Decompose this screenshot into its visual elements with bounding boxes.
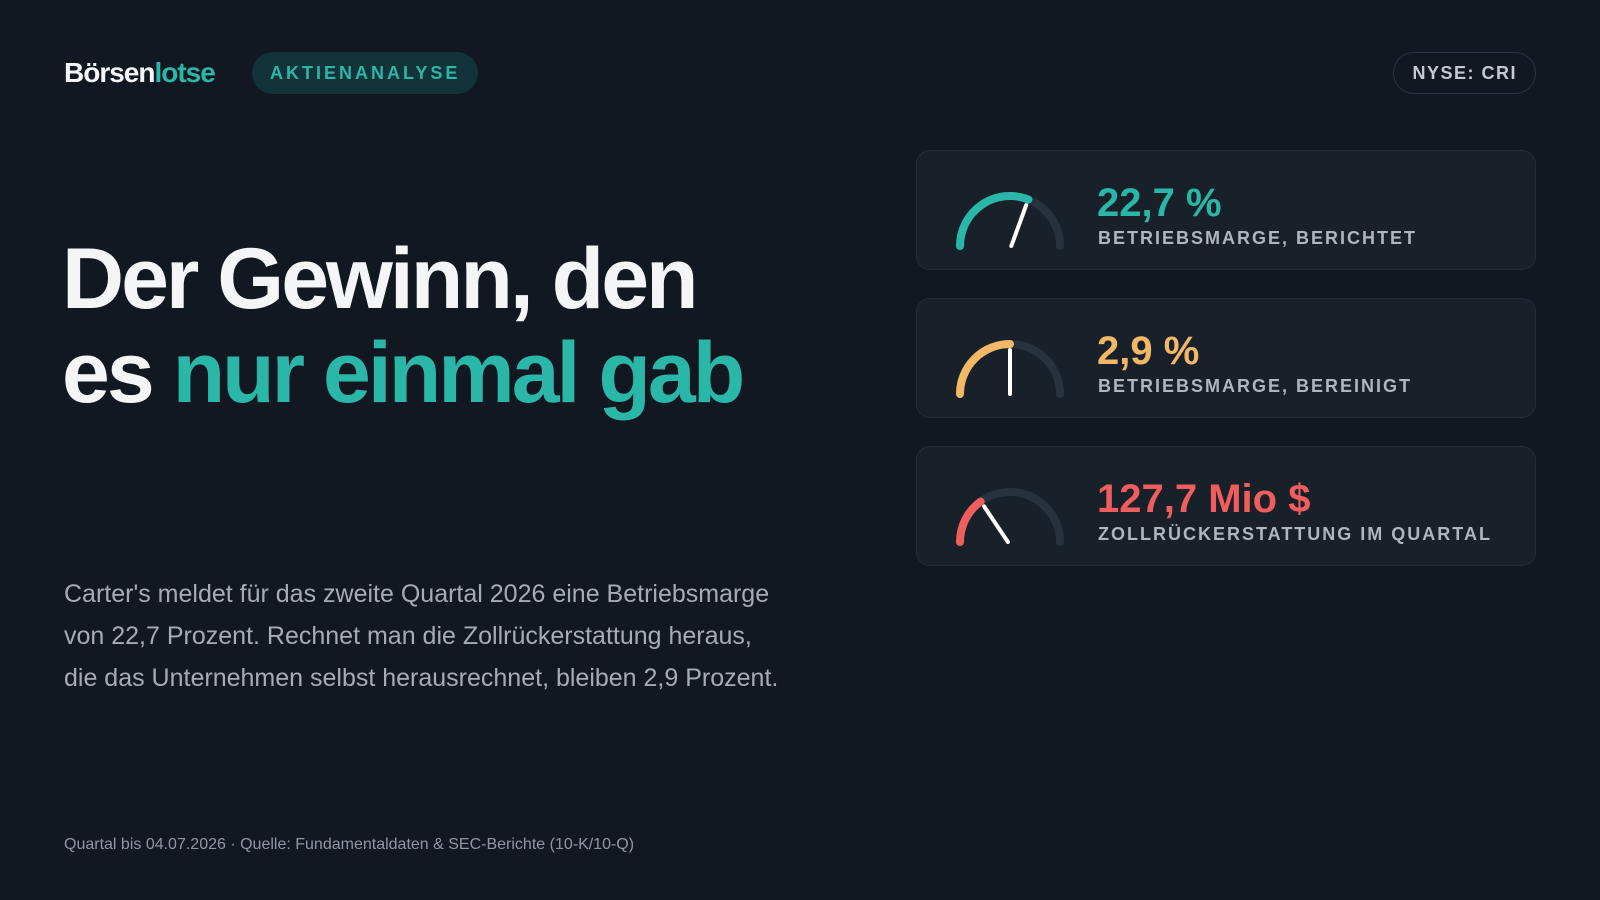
category-tag: AKTIENANALYSE: [252, 52, 479, 94]
metric-value: 127,7 Mio $: [1097, 477, 1311, 521]
metric-value: 22,7 %: [1097, 181, 1222, 225]
brand-name-part1: Börsen: [64, 57, 155, 88]
gauge-fill: [956, 497, 985, 546]
metric-label: ZOLLRÜCKERSTATTUNG IM QUARTAL: [1098, 524, 1492, 544]
headline-line2-plain: es: [62, 325, 173, 421]
gauge-icon: [956, 192, 1064, 250]
brand-logo[interactable]: Börsenlotse: [64, 57, 216, 88]
metric-label: BETRIEBSMARGE, BEREINIGT: [1098, 376, 1413, 396]
gauge-needle: [982, 504, 1010, 544]
gauge-icon: [956, 488, 1064, 546]
headline-line1: Der Gewinn, den: [62, 231, 699, 327]
gauge-fill: [956, 192, 1033, 250]
gauge-fill: [956, 340, 1014, 398]
metric-value: 2,9 %: [1097, 329, 1200, 373]
metric-label: BETRIEBSMARGE, BERICHTET: [1098, 228, 1418, 248]
ticker-badge: NYSE: CRI: [1393, 52, 1536, 94]
headline: Der Gewinn, den es nur einmal gab: [62, 232, 822, 420]
headline-line2-accent: nur einmal gab: [172, 325, 746, 421]
metric-card-reported-margin: 22,7 % BETRIEBSMARGE, BERICHTET: [916, 150, 1536, 270]
gauge-icon: [956, 340, 1064, 398]
metric-card-adjusted-margin: 2,9 % BETRIEBSMARGE, BEREINIGT: [916, 298, 1536, 418]
header: Börsenlotse AKTIENANALYSE NYSE: CRI: [64, 52, 1536, 94]
metric-card-tariff-refund: 127,7 Mio $ ZOLLRÜCKERSTATTUNG IM QUARTA…: [916, 446, 1536, 566]
brand-name-part2: lotse: [154, 57, 215, 88]
source-footer: Quartal bis 04.07.2026 · Quelle: Fundame…: [64, 836, 635, 853]
summary-text: Carter's meldet für das zweite Quartal 2…: [64, 580, 779, 692]
gauge-track: [956, 192, 1064, 250]
gauge-needle: [1009, 203, 1029, 248]
gauge-track: [956, 488, 1064, 546]
